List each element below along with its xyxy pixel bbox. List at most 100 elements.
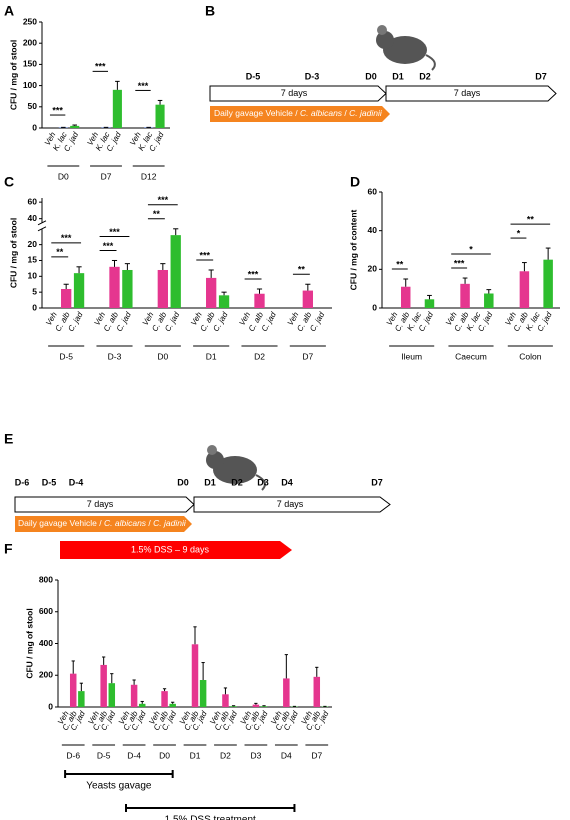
significance-label: *** [158, 195, 169, 205]
text: / [342, 108, 349, 118]
bar [283, 678, 290, 707]
significance-label: *** [95, 62, 106, 72]
y-tick-label: 400 [39, 638, 53, 648]
y-tick-label: 60 [368, 186, 378, 196]
day-label: D-6 [15, 477, 30, 487]
y-tick-label: 800 [39, 574, 53, 584]
gavage-label: Daily gavage Vehicle / C. albicans / C. … [18, 518, 187, 528]
group-label: D-5 [59, 351, 73, 361]
bar [73, 273, 85, 308]
y-tick-label: 50 [28, 101, 38, 111]
bar [170, 235, 181, 308]
group-label: D0 [157, 351, 168, 361]
period-arrow [193, 496, 391, 513]
group-label: D7 [101, 171, 112, 181]
axis-break [37, 220, 47, 226]
y-tick-label: 200 [23, 37, 37, 47]
gavage-arrow [15, 516, 192, 532]
day-label: D7 [371, 477, 383, 487]
y-tick-label: 0 [48, 701, 53, 711]
significance-label: *** [52, 105, 63, 115]
group-label: Colon [519, 351, 541, 361]
period-arrow [14, 496, 195, 513]
dss-arrow [60, 541, 292, 559]
bar [109, 266, 120, 308]
text: C. albicans [104, 518, 147, 528]
mouse-icon [206, 445, 266, 491]
bar [313, 676, 321, 707]
group-label: D1 [190, 750, 201, 760]
y-axis-label: CFU / mg of content [348, 209, 358, 290]
group-label: Caecum [455, 351, 487, 361]
bar [199, 680, 207, 707]
text: Daily gavage Vehicle / [214, 108, 300, 118]
bar [138, 703, 146, 707]
day-label: D1 [392, 71, 404, 81]
period-label: 7 days [277, 499, 304, 509]
y-axis-label: CFU / mg of stool [24, 608, 34, 678]
y-tick-label: 15 [28, 255, 38, 265]
x-tick-label: C. jad [115, 310, 134, 333]
bar [122, 269, 133, 308]
bar [252, 704, 260, 707]
text: / [146, 518, 153, 528]
bar [230, 706, 237, 707]
group-label: D-4 [127, 750, 141, 760]
y-axis-label: CFU / mg of stool [8, 40, 18, 110]
bar [108, 683, 116, 707]
bar [519, 271, 530, 308]
significance-label: ** [153, 209, 161, 219]
bar [169, 703, 176, 707]
bar [206, 277, 217, 308]
panel-label: B [205, 3, 215, 19]
y-tick-label: 100 [23, 80, 37, 90]
y-tick-label: 60 [28, 196, 38, 206]
bar [424, 299, 435, 308]
day-label: D7 [535, 71, 547, 81]
y-tick-label: 40 [368, 225, 378, 235]
significance-label: ** [56, 247, 64, 257]
bar [191, 644, 199, 707]
significance-label: *** [109, 227, 120, 237]
group-label: D7 [311, 750, 322, 760]
bar [100, 664, 107, 707]
day-label: D-5 [42, 477, 57, 487]
gavage-label: Daily gavage Vehicle / C. albicans / C. … [214, 108, 383, 118]
bar [155, 104, 165, 128]
x-tick-label: C. jad [260, 310, 279, 333]
bar [130, 684, 138, 707]
day-label: D2 [231, 477, 243, 487]
y-tick-label: 250 [23, 16, 37, 26]
significance-label: *** [103, 241, 114, 251]
day-label: D1 [204, 477, 216, 487]
x-tick-label: C. jad [211, 310, 230, 333]
group-label: D7 [302, 351, 313, 361]
y-tick-label: 40 [28, 213, 38, 223]
significance-label: * [469, 244, 473, 254]
y-tick-label: 150 [23, 59, 37, 69]
bar [78, 691, 85, 707]
mouse-icon [376, 25, 436, 71]
group-label: D0 [159, 750, 170, 760]
bar [157, 269, 168, 308]
x-tick-label: C. jad [163, 310, 182, 333]
y-tick-label: 10 [28, 271, 38, 281]
axis-break [37, 226, 47, 232]
significance-label: ** [396, 259, 404, 269]
dss-label: 1.5% DSS – 9 days [131, 544, 210, 554]
significance-label: * [517, 228, 521, 238]
group-label: D4 [281, 750, 292, 760]
bar [302, 290, 313, 308]
gavage-arrow [210, 106, 390, 122]
y-tick-label: 0 [372, 302, 377, 312]
bar [260, 706, 268, 707]
period-arrow [209, 85, 387, 102]
y-tick-label: 0 [32, 302, 37, 312]
group-label: D3 [250, 750, 261, 760]
period-label: 7 days [281, 88, 308, 98]
panel-label: A [4, 3, 14, 19]
group-label: D2 [220, 750, 231, 760]
significance-label: *** [138, 81, 149, 91]
panel-label: C [4, 174, 14, 190]
